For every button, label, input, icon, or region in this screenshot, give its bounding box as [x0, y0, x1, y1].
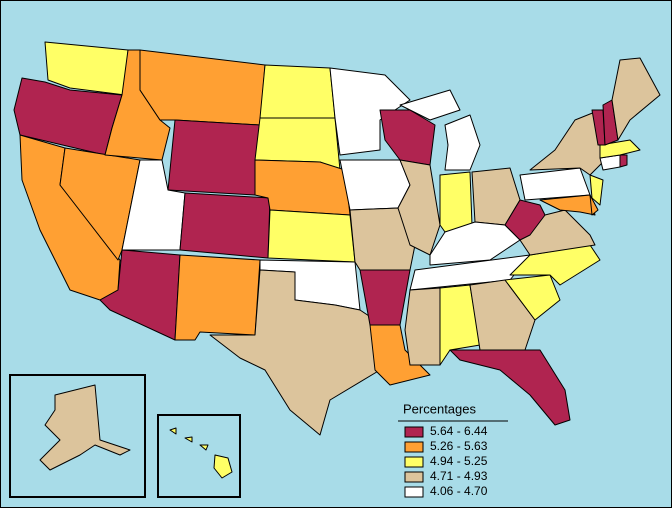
legend: Percentages 5.64 - 6.445.26 - 5.634.94 -…: [398, 401, 508, 498]
state: [167, 119, 261, 196]
legend-swatch: [404, 486, 424, 498]
alaska-inset: [9, 374, 146, 498]
states: [13, 41, 661, 479]
state: [404, 287, 441, 366]
legend-swatch: [404, 441, 424, 453]
state: [619, 154, 628, 168]
state: [59, 147, 141, 261]
state: [399, 89, 461, 121]
state: [589, 194, 599, 216]
state: [611, 57, 661, 141]
state: [267, 209, 356, 263]
legend-label: 5.26 - 5.63: [430, 439, 488, 453]
state: [213, 454, 233, 479]
state: [44, 41, 129, 96]
legend-label: 4.06 - 4.70: [430, 484, 488, 498]
state: [444, 114, 481, 171]
state: [259, 64, 336, 119]
state: [329, 67, 411, 156]
state: [254, 159, 351, 216]
state: [539, 194, 596, 216]
state: [184, 436, 193, 443]
legend-swatch: [404, 426, 424, 438]
legend-label: 4.94 - 5.25: [430, 454, 488, 468]
legend-label: 4.71 - 4.93: [430, 469, 488, 483]
state: [469, 279, 536, 351]
state: [209, 269, 381, 436]
state: [439, 284, 481, 366]
state: [369, 324, 431, 386]
state: [504, 274, 561, 321]
legend-title: Percentages: [403, 401, 476, 416]
legend-swatch: [404, 471, 424, 483]
legend-label: 5.64 - 6.44: [430, 424, 488, 438]
state: [169, 427, 177, 435]
state: [174, 254, 261, 341]
state: [504, 199, 546, 241]
state: [439, 171, 473, 233]
state: [397, 159, 441, 256]
state: [449, 349, 571, 426]
state: [589, 174, 604, 206]
state: [179, 192, 271, 259]
state: [599, 139, 641, 159]
state: [199, 444, 209, 451]
legend-swatch: [404, 456, 424, 468]
hawaii-inset: [157, 414, 241, 498]
state: [339, 159, 411, 211]
state: [39, 384, 131, 471]
